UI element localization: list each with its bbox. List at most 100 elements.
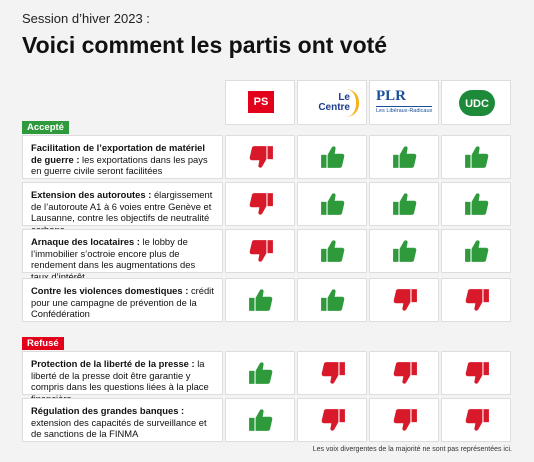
thumb	[465, 362, 483, 384]
thumb	[267, 146, 273, 160]
thumb	[249, 370, 255, 384]
row-bold: Contre les violences domestiques :	[31, 285, 189, 296]
vote-icon	[249, 362, 273, 384]
vote-icon	[321, 240, 345, 262]
party-cell: PLR Les Libéraux-Radicaux	[369, 80, 439, 125]
vote-icon	[321, 409, 345, 431]
thumb	[393, 409, 411, 431]
thumb	[411, 409, 417, 423]
thumb	[255, 289, 273, 311]
vote-cell	[369, 135, 439, 179]
thumb	[249, 417, 255, 431]
thumb	[255, 409, 273, 431]
vote-icon	[393, 193, 417, 215]
vote-icon	[465, 146, 489, 168]
vote-cell	[225, 135, 295, 179]
thumb	[327, 289, 345, 311]
party-logo-centre: Le Centre	[318, 92, 350, 113]
thumb	[327, 146, 345, 168]
vote-cell	[441, 182, 511, 226]
vote-icon	[465, 240, 489, 262]
thumb	[321, 409, 339, 431]
row-text: Arnaque des locataires : le lobby de l’i…	[22, 229, 223, 282]
vote-cell	[225, 182, 295, 226]
party-cell: UDC	[441, 80, 511, 125]
row-bold: Arnaque des locataires :	[31, 236, 140, 247]
vote-icon	[321, 362, 345, 384]
thumb	[321, 154, 327, 168]
vote-cell	[369, 278, 439, 322]
vote-cell	[369, 398, 439, 442]
vote-cell	[297, 182, 367, 226]
vote-icon	[321, 146, 345, 168]
thumb	[411, 289, 417, 303]
thumb	[465, 289, 483, 311]
thumb	[399, 193, 417, 215]
vote-cell	[441, 398, 511, 442]
thumb	[249, 146, 267, 168]
vote-icon	[465, 409, 489, 431]
footnote: Les voix divergentes de la majorité ne s…	[312, 446, 512, 453]
vote-icon	[393, 409, 417, 431]
vote-cell	[225, 278, 295, 322]
row-bold: Régulation des grandes banques :	[31, 405, 185, 416]
thumb	[339, 409, 345, 423]
vote-icon	[249, 240, 273, 262]
logo-arc	[346, 89, 359, 117]
vote-cell	[225, 398, 295, 442]
row-bold: Facilitation de l’exportation de matérie…	[31, 142, 205, 165]
thumb	[393, 362, 411, 384]
vote-cell	[369, 229, 439, 273]
vote-cell	[369, 351, 439, 395]
row-description: crédit pour une campagne de prévention d…	[31, 285, 214, 319]
row-bold: Protection de la liberté de la presse :	[31, 358, 195, 369]
thumb	[321, 362, 339, 384]
vote-icon	[465, 362, 489, 384]
vote-icon	[465, 193, 489, 215]
row-text: Extension des autoroutes : élargissement…	[22, 182, 223, 235]
thumb	[393, 248, 399, 262]
thumb	[465, 409, 483, 431]
thumb	[483, 362, 489, 376]
thumb	[465, 154, 471, 168]
vote-icon	[393, 289, 417, 311]
vote-icon	[321, 289, 345, 311]
party-logo-ps: PS	[248, 91, 274, 113]
thumb	[393, 154, 399, 168]
subtitle: Session d’hiver 2023 :	[22, 11, 150, 26]
party-logo-plr: PLR	[376, 88, 406, 104]
thumb	[483, 289, 489, 303]
vote-cell	[297, 398, 367, 442]
thumb	[327, 240, 345, 262]
thumb	[471, 146, 489, 168]
row-text: Contre les violences domestiques : crédi…	[22, 278, 223, 322]
thumb	[267, 240, 273, 254]
vote-cell	[297, 351, 367, 395]
vote-icon	[465, 289, 489, 311]
vote-icon	[249, 146, 273, 168]
section-label: Refusé	[22, 337, 64, 350]
thumb	[267, 193, 273, 207]
row-description: extension des capacités de surveillance …	[31, 416, 207, 440]
vote-icon	[249, 409, 273, 431]
thumb	[399, 240, 417, 262]
thumb	[483, 409, 489, 423]
thumb	[399, 146, 417, 168]
thumb	[465, 248, 471, 262]
party-cell: Le Centre	[297, 80, 367, 125]
vote-cell	[441, 229, 511, 273]
thumb	[249, 193, 267, 215]
vote-cell	[297, 135, 367, 179]
row-description: les exportations dans les pays en guerre…	[31, 153, 208, 177]
row-bold: Extension des autoroutes :	[31, 189, 152, 200]
vote-cell	[441, 278, 511, 322]
vote-cell	[369, 182, 439, 226]
thumb	[321, 248, 327, 262]
vote-cell	[297, 229, 367, 273]
vote-icon	[249, 193, 273, 215]
vote-icon	[321, 193, 345, 215]
title: Voici comment les partis ont voté	[22, 32, 388, 58]
vote-cell	[441, 135, 511, 179]
vote-icon	[249, 289, 273, 311]
